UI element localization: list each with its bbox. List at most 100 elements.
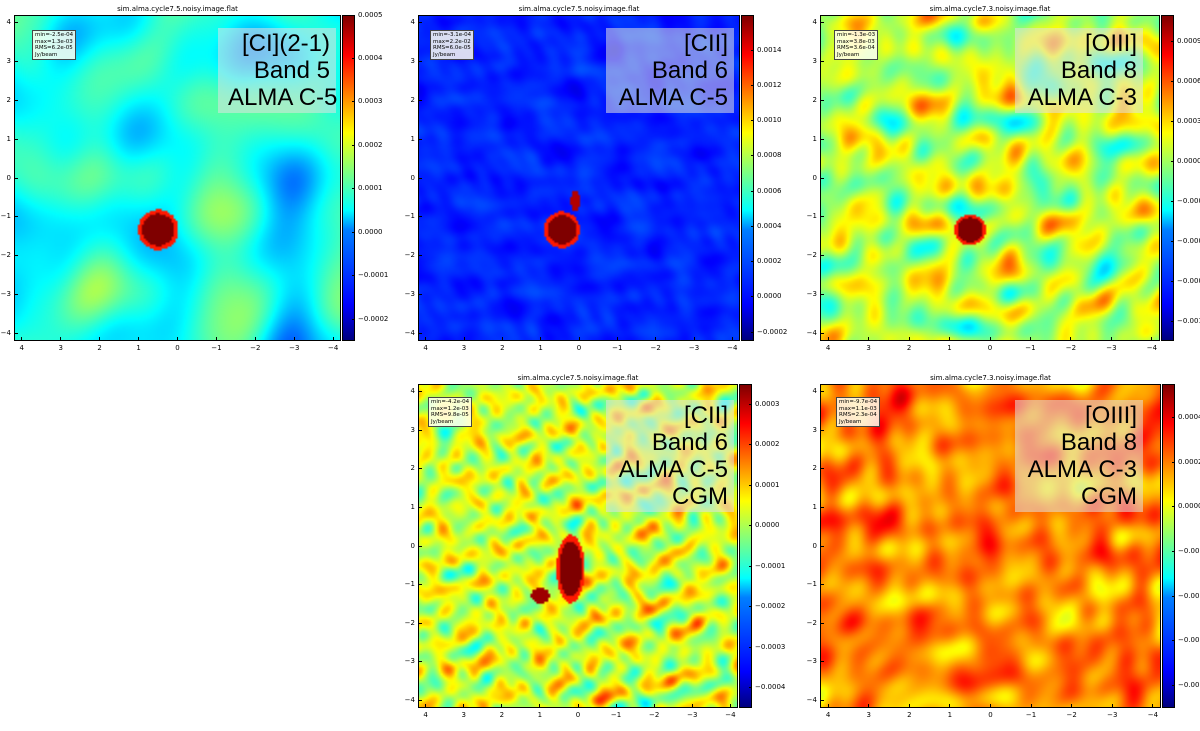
colorbar-tick-label: 0.0006	[757, 186, 782, 195]
colorbar-tick-mark	[1172, 417, 1175, 419]
x-tick-label: 0	[987, 344, 993, 352]
colorbar-tick-mark	[352, 318, 355, 320]
x-tick-label: 0	[576, 344, 582, 352]
y-tick-mark	[14, 177, 18, 179]
y-tick-label: 4	[410, 18, 415, 27]
x-tick-mark	[827, 704, 829, 708]
colorbar-tick-label: 0.0002	[755, 440, 780, 449]
colorbar-tick-mark	[751, 120, 754, 122]
x-tick-mark	[215, 337, 217, 341]
colorbar-tick-label: 0.0012	[757, 80, 782, 89]
line-label: [OIII] Band 8 ALMA C-3	[1015, 28, 1143, 113]
y-tick-mark	[418, 429, 422, 431]
y-tick-mark	[418, 177, 422, 179]
x-tick-mark	[254, 337, 256, 341]
colorbar-tick-label: −0.0006	[1177, 236, 1200, 245]
colorbar-tick-mark	[1171, 240, 1174, 242]
x-tick-mark	[501, 704, 503, 708]
y-tick-label: 3	[410, 425, 415, 434]
y-tick-label: 4	[812, 387, 817, 396]
chart-title: sim.alma.cycle7.5.noisy.image.flat	[117, 5, 238, 13]
colorbar-tick-mark	[751, 296, 754, 298]
colorbar-tick-mark	[352, 101, 355, 103]
colorbar-tick-label: 0.0003	[358, 97, 383, 106]
x-tick-label: 0	[575, 711, 581, 719]
stats-line: RMS=3.6e-04	[837, 45, 875, 52]
colorbar-tick-label: 0.0010	[757, 116, 782, 125]
colorbar-tick-mark	[352, 231, 355, 233]
stats-box: min=-4.2e-04 max=1.2e-03 RMS=9.8e-05 Jy/bea…	[428, 397, 473, 428]
colorbar-tick-mark	[352, 57, 355, 59]
colorbar-tick-label: 0.0004	[358, 53, 383, 62]
x-tick-mark	[60, 337, 62, 341]
colorbar-tick-mark	[1172, 506, 1175, 508]
y-tick-label: −1	[404, 580, 415, 589]
colorbar-tick-label: 0.0000	[1177, 156, 1200, 165]
y-tick-mark	[14, 99, 18, 101]
x-tick-label: 1	[136, 344, 141, 352]
x-tick-mark	[1030, 704, 1032, 708]
x-tick-mark	[99, 337, 101, 341]
y-tick-label: 0	[812, 173, 817, 182]
x-tick-label: 3	[58, 344, 63, 352]
colorbar-tick-mark	[352, 14, 355, 16]
y-tick-label: −4	[0, 328, 11, 337]
y-tick-mark	[820, 429, 824, 431]
y-tick-label: −1	[404, 212, 415, 221]
x-tick-label: −2	[1065, 344, 1077, 352]
x-tick-mark	[1029, 337, 1031, 341]
stats-line: Jy/beam	[837, 51, 860, 58]
x-tick-label: 0	[175, 344, 180, 352]
colorbar-tick-mark	[749, 484, 752, 486]
colorbar-tick-mark	[751, 84, 754, 86]
x-tick-label: 2	[500, 344, 505, 352]
colorbar-tick-label: −0.0006	[1178, 636, 1200, 645]
x-tick-label: 3	[866, 344, 871, 352]
colorbar-tick-label: 0.0006	[1177, 77, 1200, 86]
x-tick-label: 3	[461, 711, 466, 719]
x-tick-mark	[463, 337, 465, 341]
stats-line: Jy/beam	[35, 51, 58, 58]
colorbar-tick-mark	[749, 606, 752, 608]
line-label: [CI](2-1) Band 5 ALMA C-5	[218, 28, 338, 113]
colorbar-tick-mark	[751, 261, 754, 263]
colorbar-tick-mark	[749, 525, 752, 527]
label-line: ALMA C-5	[228, 84, 338, 111]
colorbar-tick-mark	[749, 403, 752, 405]
line-label: [CII] Band 6 ALMA C-5 CGM	[606, 400, 734, 512]
colorbar-tick-label: 0.0004	[757, 221, 782, 230]
label-line: Band 8	[1060, 57, 1137, 84]
y-tick-label: −1	[806, 580, 817, 589]
y-tick-label: 1	[812, 134, 817, 143]
y-tick-mark	[820, 99, 824, 101]
x-tick-label: −2	[1066, 711, 1077, 719]
x-tick-mark	[540, 337, 542, 341]
label-line: [CII]	[683, 402, 728, 429]
colorbar	[1162, 384, 1175, 708]
y-tick-mark	[820, 293, 824, 295]
y-tick-label: 0	[410, 173, 415, 182]
x-tick-mark	[691, 704, 693, 708]
x-tick-label: −1	[612, 344, 623, 352]
x-tick-label: 4	[825, 344, 831, 352]
y-tick-label: 0	[410, 541, 415, 550]
x-tick-label: −1	[1025, 344, 1036, 352]
x-tick-label: 1	[537, 711, 543, 719]
x-tick-mark	[908, 704, 910, 708]
stats-line: RMS=9.8e-05	[431, 412, 469, 419]
y-tick-mark	[418, 332, 422, 334]
x-tick-label: −2	[250, 344, 261, 352]
stats-box: min=-3.1e-04 max=2.2e-02 RMS=6.0e-05 Jy/bea…	[430, 30, 475, 61]
colorbar-tick-mark	[749, 444, 752, 446]
x-tick-mark	[990, 704, 991, 708]
colorbar-tick-label: 0.0004	[1178, 413, 1200, 422]
colorbar-tick-mark	[751, 49, 754, 51]
y-tick-label: −2	[806, 251, 817, 260]
stats-line: max=1.1e-03	[839, 405, 877, 412]
colorbar-tick-mark	[1172, 595, 1175, 597]
colorbar-tick-mark	[352, 275, 355, 277]
y-tick-mark	[418, 391, 422, 393]
x-tick-mark	[989, 337, 991, 341]
y-tick-mark	[820, 545, 824, 547]
colorbar-tick-label: −0.0003	[1177, 196, 1200, 205]
